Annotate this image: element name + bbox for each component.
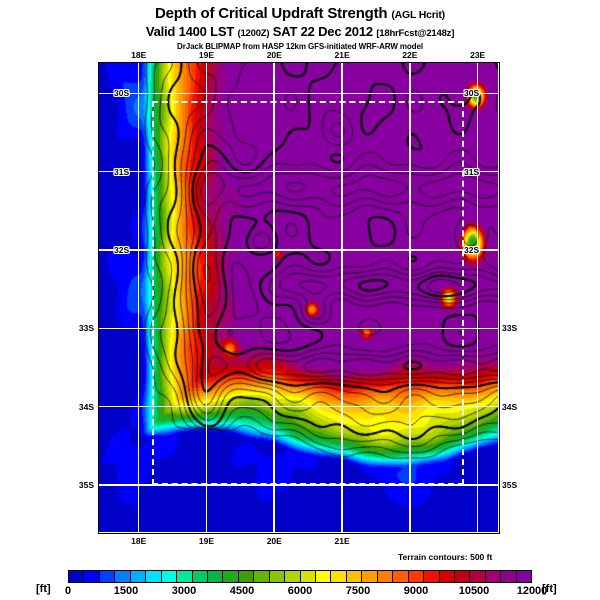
colorbar-swatch-16: [316, 571, 332, 582]
lat-label-right-30S: 30S: [464, 88, 480, 99]
map-field: [98, 62, 498, 532]
colorbar-swatch-22: [408, 571, 425, 582]
colorbar-swatch-4: [130, 571, 147, 582]
colorbar-swatches: [68, 570, 532, 583]
colorbar-swatch-14: [285, 571, 301, 582]
colorbar-swatch-29: [516, 571, 532, 582]
colorbar-tick-12000: 12000: [516, 585, 548, 597]
terrain-contour-note: Terrain contours: 500 ft: [398, 552, 493, 562]
lat-label-right-33S: 33S: [502, 323, 518, 334]
inner-domain-box: [152, 101, 465, 485]
colorbar-swatch-3: [115, 571, 131, 582]
lon-label-top-22E: 22E: [402, 50, 418, 60]
colorbar-tick-0: 0: [64, 585, 72, 597]
lon-label-bottom-18E: 18E: [131, 536, 147, 546]
colorbar-swatch-28: [501, 571, 517, 582]
units-right: [ft]: [542, 583, 557, 595]
colorbar-tick-4500: 4500: [229, 585, 255, 597]
meridian-23E: [476, 62, 479, 532]
parallel-34S: [98, 405, 498, 408]
colorbar-swatch-21: [393, 571, 409, 582]
lon-label-bottom-20E: 20E: [266, 536, 282, 546]
lon-label-bottom-21E: 21E: [334, 536, 350, 546]
colorbar-swatch-9: [207, 571, 224, 582]
colorbar-tick-1500: 1500: [113, 585, 139, 597]
lat-label-right-34S: 34S: [502, 401, 518, 412]
colorbar-swatch-6: [161, 571, 178, 582]
parallel-32S: [98, 249, 498, 251]
meridian-18E: [137, 62, 140, 532]
parallel-35S: [98, 484, 498, 486]
colorbar-swatch-5: [146, 571, 162, 582]
valid-utc-time: (1200Z): [237, 28, 270, 39]
parallel-31S: [98, 170, 498, 173]
colorbar-swatch-13: [269, 571, 286, 582]
lat-label-left-33S: 33S: [78, 323, 94, 334]
lat-label-right-32S: 32S: [464, 245, 480, 255]
colorbar-swatch-25: [454, 571, 471, 582]
colorbar-swatch-0: [69, 571, 85, 582]
colorbar-swatch-23: [424, 571, 440, 582]
forecast-hour: [18hrFcst@2148z]: [376, 28, 455, 39]
colorbar-tick-6000: 6000: [287, 585, 313, 597]
units-left: [ft]: [36, 583, 51, 595]
colorbar-tick-3000: 3000: [171, 585, 197, 597]
colorbar-swatch-18: [346, 571, 363, 582]
parallel-33S: [98, 327, 498, 330]
lon-label-top-18E: 18E: [131, 50, 147, 60]
colorbar-swatch-19: [362, 571, 378, 582]
valid-local-time: Valid 1400 LST: [145, 24, 235, 39]
page-title: Depth of Critical Updraft Strength (AGL …: [0, 0, 600, 24]
lat-label-left-35S: 35S: [78, 480, 94, 490]
forecast-map[interactable]: [98, 62, 498, 532]
meridian-21E: [341, 62, 343, 532]
colorbar-swatch-15: [300, 571, 316, 582]
colorbar-swatch-2: [99, 571, 116, 582]
lat-label-right-31S: 31S: [464, 166, 480, 177]
lat-label-right-35S: 35S: [502, 480, 518, 490]
lat-label-left-34S: 34S: [78, 401, 94, 412]
title-block: Depth of Critical Updraft Strength (AGL …: [0, 0, 600, 52]
model-source-line: DrJack BLIPMAP from HASP 12km GFS-initia…: [177, 42, 423, 51]
colorbar-tick-10500: 10500: [458, 585, 490, 597]
colorbar-legend: [ft] 0 1500 3000 4500 6000 7500 9000 10500 12000…: [0, 566, 600, 600]
colorbar-swatch-27: [485, 571, 502, 582]
colorbar-swatch-7: [177, 571, 193, 582]
colorbar-swatch-20: [377, 571, 394, 582]
lat-label-left-30S: 30S: [114, 88, 130, 99]
valid-date: SAT 22 Dec 2012: [272, 24, 373, 39]
colorbar-swatch-12: [254, 571, 270, 582]
title-superscript: (AGL Hcrit): [391, 9, 445, 21]
lon-label-bottom-19E: 19E: [198, 536, 215, 546]
meridian-22E: [409, 62, 411, 532]
title-main: Depth of Critical Updraft Strength: [155, 5, 388, 22]
colorbar-tick-9000: 9000: [403, 585, 429, 597]
meridian-19E: [205, 62, 208, 532]
lon-label-top-20E: 20E: [266, 50, 282, 60]
colorbar-swatch-10: [223, 571, 239, 582]
lon-label-top-19E: 19E: [198, 50, 215, 60]
valid-time-line: Valid 1400 LST (1200Z) SAT 22 Dec 2012 […: [0, 24, 600, 41]
colorbar-tick-7500: 7500: [345, 585, 371, 597]
colorbar-swatch-26: [470, 571, 486, 582]
lat-label-left-32S: 32S: [114, 245, 130, 255]
colorbar-swatch-17: [331, 571, 347, 582]
parallel-30S: [98, 92, 498, 95]
lon-label-top-21E: 21E: [334, 50, 350, 60]
terrain-contour-overlay: [98, 62, 498, 532]
lon-label-top-23E: 23E: [470, 50, 486, 60]
colorbar-swatch-8: [192, 571, 208, 582]
colorbar-swatch-1: [84, 571, 100, 582]
colorbar-swatch-11: [238, 571, 255, 582]
colorbar-swatch-24: [439, 571, 455, 582]
lat-label-left-31S: 31S: [114, 166, 130, 177]
meridian-20E: [273, 62, 276, 532]
